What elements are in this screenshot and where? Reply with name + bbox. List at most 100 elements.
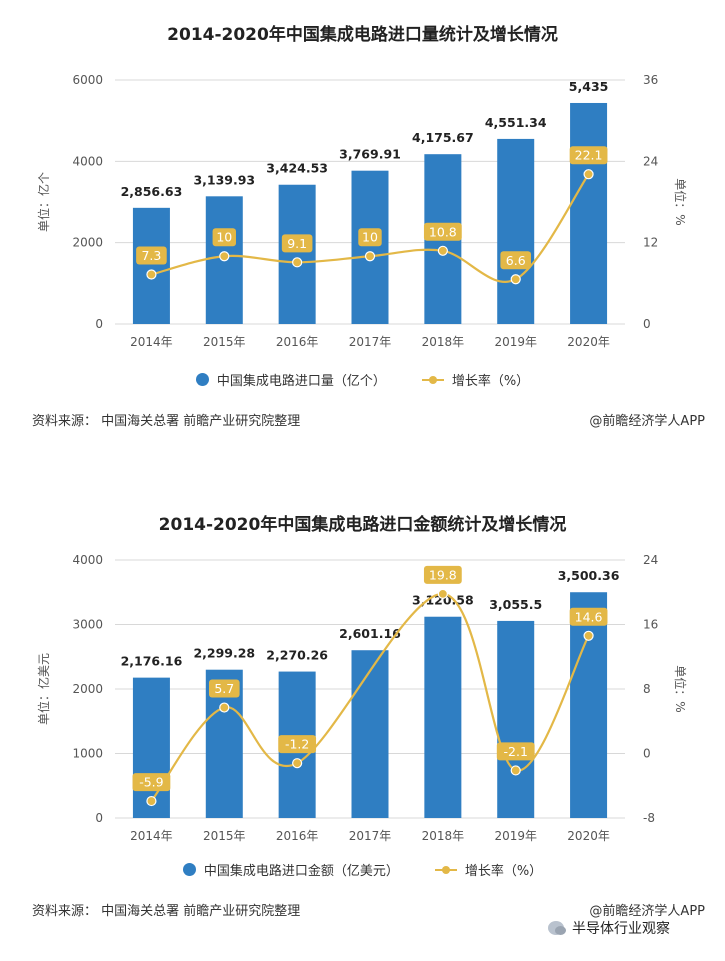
growth-rate-point bbox=[292, 257, 303, 268]
legend-item-bar: 中国集成电路进口量（亿个） bbox=[195, 370, 386, 389]
bar bbox=[424, 616, 462, 818]
x-tick-label: 2017年 bbox=[349, 829, 392, 843]
growth-rate-point bbox=[146, 795, 157, 807]
growth-rate-label-bg bbox=[423, 222, 462, 241]
right-tick-label: 16 bbox=[643, 618, 658, 632]
growth-rate-label-bg bbox=[208, 679, 240, 698]
legend-item-line: 增长率（%） bbox=[421, 370, 529, 389]
left-axis-title: 单位：亿美元 bbox=[36, 653, 51, 725]
bar-value-label: 4,551.34 bbox=[485, 115, 547, 130]
growth-rate-label-bg bbox=[423, 565, 462, 584]
bar-value-label: 2,601.16 bbox=[339, 626, 401, 641]
bar-value-label: 2,299.28 bbox=[193, 646, 255, 661]
bar-value-label: 2,176.16 bbox=[121, 654, 183, 669]
left-tick-label: 1000 bbox=[72, 747, 103, 761]
growth-rate-label-bg bbox=[496, 742, 535, 761]
wechat-icon bbox=[548, 921, 566, 935]
brand-credit: @前瞻经济学人APP bbox=[589, 904, 705, 919]
x-tick-label: 2018年 bbox=[422, 829, 465, 843]
right-tick-label: 12 bbox=[643, 236, 658, 250]
right-axis-title: 单位：% bbox=[673, 178, 688, 225]
left-tick-label: 4000 bbox=[72, 154, 103, 168]
bar-value-label: 4,175.67 bbox=[412, 130, 474, 145]
growth-rate-point bbox=[364, 251, 376, 262]
left-axis-title: 单位：亿个 bbox=[36, 172, 51, 232]
growth-rate-label: 9.1 bbox=[287, 236, 307, 251]
x-tick-label: 2018年 bbox=[422, 335, 465, 349]
bar bbox=[132, 207, 170, 324]
bar-value-label: 5,435 bbox=[569, 79, 609, 94]
chart-legend: 中国集成电路进口金额（亿美元） 增长率（%） bbox=[0, 860, 725, 879]
right-tick-label: 0 bbox=[643, 747, 651, 761]
growth-rate-label: 10 bbox=[216, 230, 232, 245]
growth-rate-label: 7.3 bbox=[141, 248, 161, 263]
growth-rate-label-bg bbox=[278, 735, 317, 754]
bar-value-label: 2,856.63 bbox=[121, 184, 183, 199]
growth-rate-point bbox=[510, 765, 521, 776]
bar bbox=[570, 102, 608, 324]
chart-canvas: 0 2000 4000 6000 0 12 24 36 单位：亿个 单位：% 2,856.63 201… bbox=[36, 73, 688, 349]
right-tick-label: -8 bbox=[643, 811, 655, 825]
left-tick-label: 0 bbox=[95, 317, 103, 331]
bar bbox=[351, 650, 389, 818]
left-tick-label: 4000 bbox=[72, 553, 103, 567]
bar-value-label: 3,424.53 bbox=[266, 161, 328, 176]
bar-value-label: 3,769.91 bbox=[339, 147, 401, 162]
legend-item-bar: 中国集成电路进口金额（亿美元） bbox=[182, 860, 399, 879]
legend-bar-label: 中国集成电路进口量（亿个） bbox=[216, 374, 386, 389]
x-tick-label: 2014年 bbox=[130, 829, 173, 843]
right-tick-label: 8 bbox=[643, 682, 651, 696]
bar-value-label: 3,139.93 bbox=[193, 172, 255, 187]
growth-rate-label-bg bbox=[569, 146, 608, 165]
right-axis-title: 单位：% bbox=[673, 665, 688, 712]
x-tick-label: 2020年 bbox=[567, 335, 610, 349]
chart-canvas: 0 1000 2000 3000 4000 -8 0 8 16 24 单位：亿美元 单位：% 2,176… bbox=[36, 553, 688, 843]
bar bbox=[497, 138, 535, 324]
bar-value-label: 3,500.36 bbox=[558, 568, 620, 583]
growth-rate-label-bg bbox=[358, 228, 382, 247]
growth-rate-point bbox=[219, 251, 230, 262]
x-tick-label: 2019年 bbox=[494, 335, 537, 349]
right-tick-label: 24 bbox=[643, 553, 658, 567]
growth-rate-point bbox=[146, 269, 157, 280]
right-tick-label: 24 bbox=[643, 154, 658, 168]
right-tick-label: 36 bbox=[643, 73, 658, 87]
growth-rate-label-bg bbox=[136, 246, 167, 265]
legend-bar-swatch bbox=[195, 373, 209, 386]
legend-line-swatch bbox=[434, 865, 457, 874]
growth-rate-label: 5.7 bbox=[214, 681, 234, 696]
x-tick-label: 2014年 bbox=[130, 335, 173, 349]
bar bbox=[351, 170, 389, 324]
chart-title: 2014-2020年中国集成电路进口量统计及增长情况 bbox=[167, 25, 558, 45]
bar bbox=[132, 677, 170, 818]
wechat-caption-text: 半导体行业观察 bbox=[572, 921, 670, 937]
legend-bar-label: 中国集成电路进口金额（亿美元） bbox=[203, 864, 399, 879]
left-tick-label: 2000 bbox=[72, 682, 103, 696]
source-note: 资料来源： 中国海关总署 前瞻产业研究院整理 bbox=[32, 904, 301, 919]
growth-rate-label-bg bbox=[132, 773, 171, 792]
growth-rate-label: 10 bbox=[362, 230, 378, 245]
legend-line-label: 增长率（%） bbox=[464, 864, 543, 879]
x-tick-label: 2015年 bbox=[203, 829, 246, 843]
growth-rate-label: -5.9 bbox=[139, 775, 163, 790]
growth-rate-point bbox=[219, 702, 230, 713]
bar-value-label: 3,055.5 bbox=[489, 597, 542, 612]
growth-rate-point bbox=[583, 630, 594, 641]
growth-rate-point bbox=[437, 245, 448, 256]
x-tick-label: 2016年 bbox=[276, 335, 319, 349]
growth-rate-label-bg bbox=[212, 228, 236, 247]
bar bbox=[570, 592, 608, 818]
bar-value-label: 2,270.26 bbox=[266, 648, 328, 663]
x-tick-label: 2020年 bbox=[567, 829, 610, 843]
growth-rate-label: 10.8 bbox=[429, 224, 457, 239]
growth-rate-label-bg bbox=[281, 234, 313, 253]
left-tick-label: 6000 bbox=[72, 73, 103, 87]
legend-line-swatch bbox=[421, 375, 444, 384]
brand-credit: @前瞻经济学人APP bbox=[589, 414, 705, 429]
growth-rate-label: 22.1 bbox=[575, 148, 603, 163]
growth-rate-point bbox=[292, 758, 303, 769]
growth-rate-label: -1.2 bbox=[285, 737, 309, 752]
x-tick-label: 2015年 bbox=[203, 335, 246, 349]
growth-rate-label-bg bbox=[569, 607, 608, 626]
growth-rate-label-bg bbox=[500, 251, 532, 270]
